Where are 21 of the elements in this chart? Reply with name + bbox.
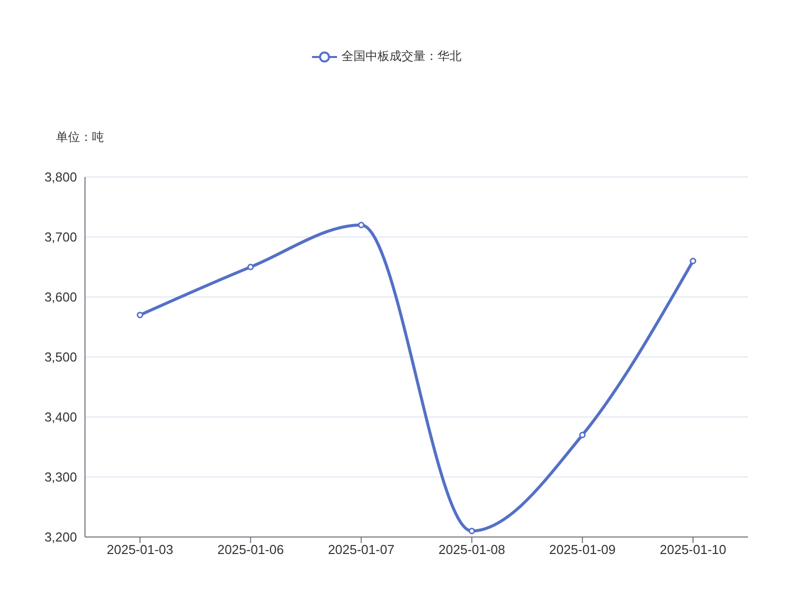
point — [579, 432, 586, 438]
y-tick-label: 3,500 — [44, 350, 77, 365]
y-tick-label: 3,200 — [44, 530, 77, 545]
point — [690, 258, 696, 264]
x-tick-label: 2025-01-09 — [549, 542, 616, 558]
legend-label: 全国中板成交量：华北 — [342, 48, 462, 65]
y-tick-label: 3,300 — [44, 470, 77, 485]
x-tick-label: 2025-01-10 — [660, 542, 726, 558]
point — [247, 264, 254, 270]
x-tick-label: 2025-01-03 — [106, 542, 174, 558]
point — [468, 528, 476, 534]
y-tick-label: 3,700 — [44, 230, 77, 245]
x-tick-label: 2025-01-08 — [438, 542, 506, 558]
x-tick-label: 2025-01-06 — [217, 542, 284, 558]
point — [136, 312, 144, 318]
y-tick-label: 3,600 — [44, 290, 77, 305]
y-axis-title: 单位：吨 — [56, 129, 104, 146]
y-tick-label: 3,800 — [44, 170, 77, 185]
y-tick-label: 3,400 — [44, 410, 77, 425]
x-tick-label: 2025-01-07 — [328, 542, 394, 558]
point — [358, 222, 364, 228]
